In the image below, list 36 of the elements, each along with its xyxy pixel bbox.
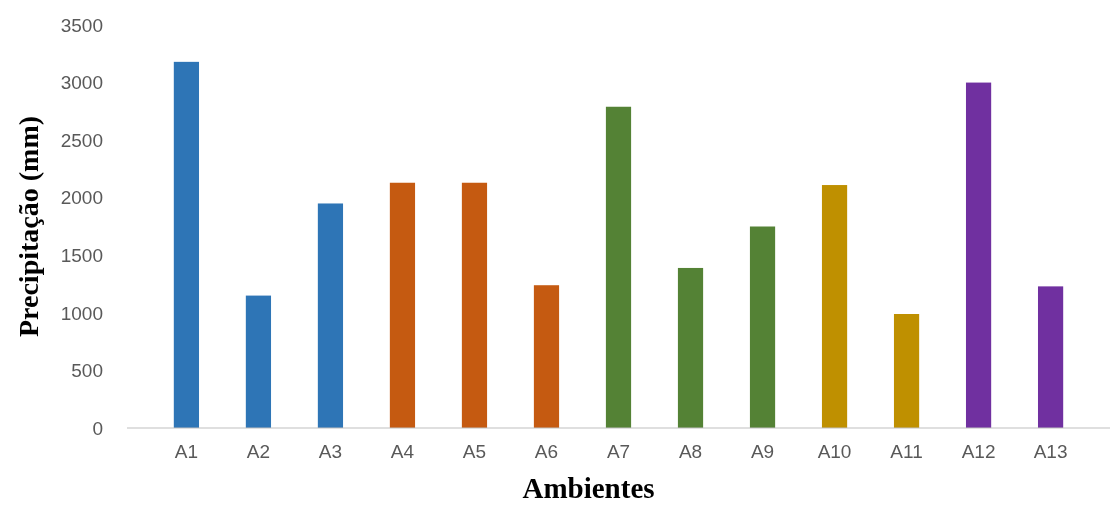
bar — [677, 267, 704, 428]
bar — [317, 203, 344, 428]
x-tick-label: A1 — [174, 441, 199, 462]
y-tick-label: 3500 — [60, 14, 103, 36]
x-axis-title: Ambientes — [522, 472, 655, 504]
x-tick-label: A5 — [462, 441, 487, 462]
y-tick-label: 3000 — [60, 72, 103, 94]
bar — [533, 285, 560, 428]
x-tick-label: A2 — [246, 441, 271, 462]
bar — [389, 182, 416, 428]
x-tick-label: A7 — [606, 441, 631, 462]
bar — [821, 185, 848, 428]
x-tick-label: A13 — [1033, 441, 1068, 462]
x-tick-label: A4 — [390, 441, 415, 462]
bar — [893, 314, 920, 428]
bar — [1037, 286, 1064, 428]
y-tick-label: 1000 — [60, 302, 103, 324]
x-tick-label: A8 — [678, 441, 703, 462]
x-tick-label: A10 — [817, 441, 852, 462]
y-tick-label: 1500 — [60, 244, 103, 266]
x-tick-label: A11 — [890, 441, 923, 462]
x-tick-label: A3 — [318, 441, 343, 462]
bar — [245, 295, 272, 428]
bar — [749, 226, 776, 428]
bar — [605, 106, 632, 428]
bar — [461, 182, 488, 428]
bar — [965, 82, 992, 428]
y-tick-label: 2500 — [60, 129, 103, 151]
y-axis-title: Precipitação (mm) — [13, 115, 44, 338]
y-tick-label: 0 — [92, 417, 103, 439]
y-tick-label: 2000 — [60, 187, 103, 209]
x-tick-label: A12 — [961, 441, 996, 462]
x-tick-label: A6 — [534, 441, 559, 462]
y-tick-label: 500 — [71, 360, 103, 382]
x-tick-label: A9 — [750, 441, 775, 462]
bar — [173, 61, 200, 428]
